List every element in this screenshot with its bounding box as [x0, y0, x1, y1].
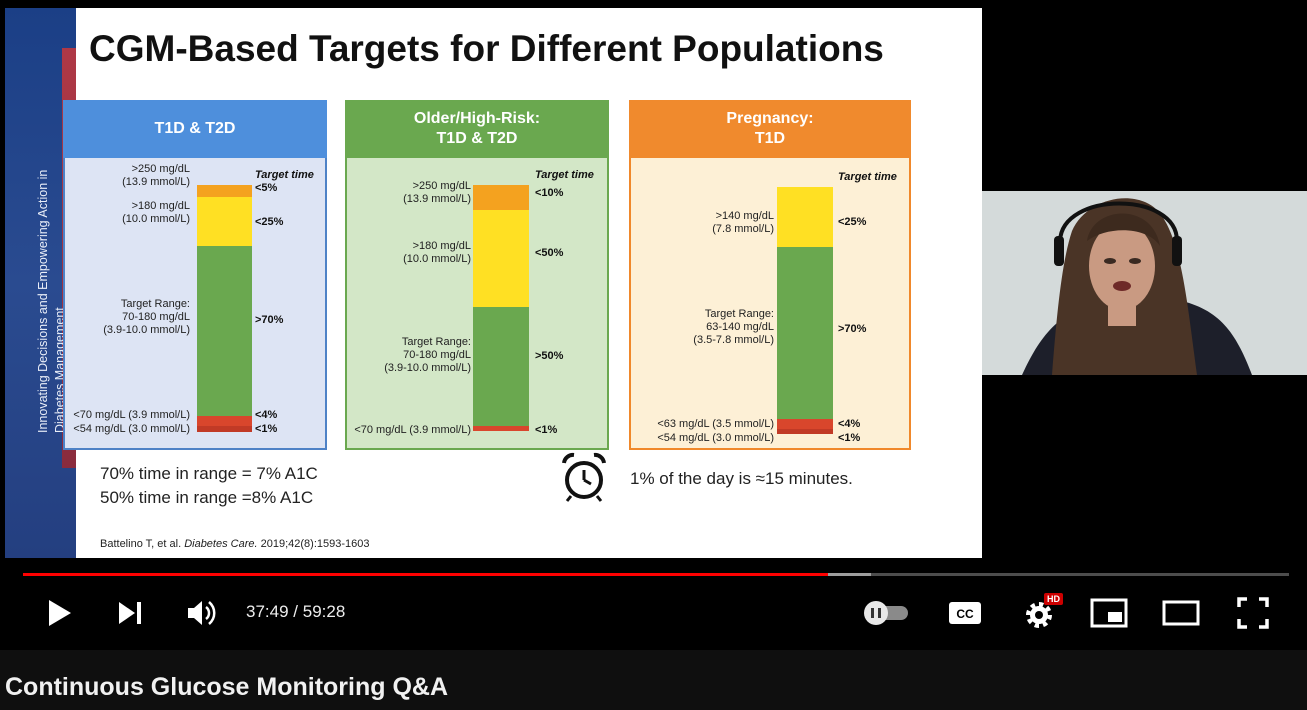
- settings-button[interactable]: HD: [1016, 591, 1063, 635]
- range-label: >140 mg/dL (7.8 mmol/L): [712, 210, 774, 235]
- percent-label: <1%: [838, 432, 861, 444]
- percent-label: <25%: [255, 216, 284, 228]
- range-label: <54 mg/dL (3.0 mmol/L): [657, 432, 774, 444]
- note-day: 1% of the day is ≈15 minutes.: [630, 469, 853, 488]
- percent-label: >70%: [255, 314, 284, 326]
- duration: 59:28: [302, 602, 346, 621]
- range-label: >180 mg/dL (10.0 mmol/L): [403, 240, 471, 265]
- autoplay-toggle[interactable]: [858, 591, 914, 635]
- presenter-webcam: [982, 191, 1307, 375]
- target-time-label: Target time: [255, 169, 314, 181]
- hd-badge: HD: [1044, 593, 1063, 605]
- miniplayer-icon: [1090, 598, 1128, 628]
- range-label: <54 mg/dL (3.0 mmol/L): [73, 423, 190, 435]
- presenter-image: [982, 191, 1307, 375]
- fullscreen-button[interactable]: [1232, 591, 1274, 635]
- captions-button[interactable]: CC: [944, 591, 986, 635]
- fullscreen-icon: [1237, 597, 1269, 629]
- settings-icon: [1026, 602, 1052, 628]
- percent-label: <4%: [838, 418, 861, 430]
- percent-label: <5%: [255, 182, 278, 194]
- range-label: Target Range: 63-140 mg/dL (3.5-7.8 mmol…: [693, 308, 774, 346]
- current-time: 37:49: [246, 602, 289, 621]
- range-label: <63 mg/dL (3.5 mmol/L): [657, 418, 774, 430]
- theater-icon: [1162, 600, 1200, 626]
- range-label: >180 mg/dL (10.0 mmol/L): [122, 200, 190, 225]
- range-label: <70 mg/dL (3.9 mmol/L): [73, 409, 190, 421]
- video-player[interactable]: Innovating Decisions and Empowering Acti…: [0, 0, 1307, 650]
- citation: Battelino T, et al. Diabetes Care. 2019;…: [100, 538, 370, 550]
- target-bar: [197, 185, 252, 432]
- captions-icon: CC: [949, 602, 981, 624]
- played-bar: [23, 573, 828, 576]
- target-time-label: Target time: [838, 171, 897, 183]
- miniplayer-button[interactable]: [1088, 591, 1130, 635]
- panel-header: Older/High-Risk: T1D & T2D: [345, 100, 609, 158]
- range-label: >250 mg/dL (13.9 mmol/L): [403, 180, 471, 205]
- panel-pregnancy: Pregnancy: T1D Target time >140 mg/dL (7…: [629, 100, 911, 450]
- volume-button[interactable]: [180, 591, 224, 635]
- panel-header: T1D & T2D: [63, 100, 327, 158]
- alarm-clock-icon: [562, 452, 606, 502]
- percent-label: <10%: [535, 187, 564, 199]
- play-button[interactable]: [40, 591, 80, 635]
- percent-label: <1%: [535, 424, 558, 436]
- percent-label: <4%: [255, 409, 278, 421]
- theater-mode-button[interactable]: [1160, 591, 1202, 635]
- percent-label: <50%: [535, 247, 564, 259]
- percent-label: <25%: [838, 216, 867, 228]
- range-label: Target Range: 70-180 mg/dL (3.9-10.0 mmo…: [384, 336, 471, 374]
- next-button[interactable]: [110, 591, 150, 635]
- next-icon: [119, 602, 141, 624]
- percent-label: >50%: [535, 350, 564, 362]
- note-line-2: 50% time in range =8% A1C: [100, 488, 314, 507]
- range-label: <70 mg/dL (3.9 mmol/L): [354, 424, 471, 436]
- range-label: >250 mg/dL (13.9 mmol/L): [122, 163, 190, 188]
- target-bar: [473, 185, 529, 432]
- target-time-label: Target time: [535, 169, 594, 181]
- presentation-slide: Innovating Decisions and Empowering Acti…: [5, 8, 982, 558]
- video-title: Continuous Glucose Monitoring Q&A: [5, 673, 449, 701]
- panel-t1d-t2d: T1D & T2D Target time >250 mg/dL (13.9 m…: [63, 100, 327, 450]
- panel-older-high-risk: Older/High-Risk: T1D & T2D Target time >…: [345, 100, 609, 450]
- progress-bar[interactable]: [23, 573, 1289, 576]
- percent-label: >70%: [838, 323, 867, 335]
- svg-text:CC: CC: [956, 607, 974, 621]
- range-label: Target Range: 70-180 mg/dL (3.9-10.0 mmo…: [103, 298, 190, 336]
- slide-title: CGM-Based Targets for Different Populati…: [89, 28, 884, 69]
- play-icon: [49, 600, 71, 626]
- percent-label: <1%: [255, 423, 278, 435]
- target-bar: [777, 187, 833, 434]
- note-line-1: 70% time in range = 7% A1C: [100, 464, 318, 483]
- time-display: 37:49 / 59:28: [246, 602, 346, 621]
- below-video-area: [0, 650, 1307, 710]
- panel-header: Pregnancy: T1D: [629, 100, 911, 158]
- volume-icon: [188, 601, 216, 625]
- autoplay-toggle-icon: [864, 601, 908, 625]
